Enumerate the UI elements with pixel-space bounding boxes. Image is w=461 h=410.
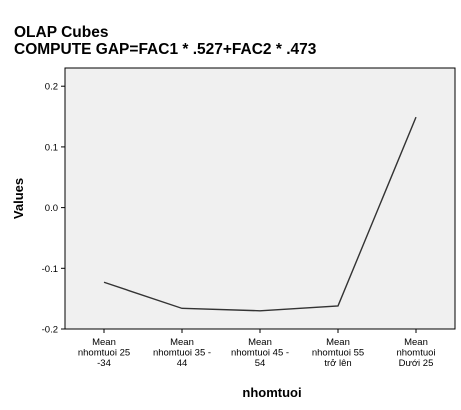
chart-subtitle: COMPUTE GAP=FAC1 * .527+FAC2 * .473 — [14, 41, 317, 58]
y-axis-label: Values — [11, 178, 26, 219]
y-axis: -0.2 -0.1 0.0 0.1 0.2 — [42, 82, 65, 336]
x-tick-label: Mean nhomtuoi 45 -54 — [231, 337, 289, 369]
x-tick-label: Mean nhomtuoi 25 -34 — [78, 337, 130, 369]
x-tick-label: Mean nhomtuoi 35 -44 — [153, 337, 211, 369]
series-group — [103, 116, 417, 312]
y-tick-label: 0.1 — [45, 142, 58, 153]
y-tick-label: 0.0 — [45, 203, 58, 214]
y-tick-label: -0.2 — [42, 325, 58, 336]
y-tick-label: 0.2 — [45, 82, 58, 93]
y-tick-label: -0.1 — [42, 264, 58, 275]
plot-area — [64, 67, 456, 330]
x-tick-label: Mean nhomtuoi 55 trở lên — [312, 337, 364, 369]
chart-title: OLAP Cubes — [14, 24, 109, 41]
x-tick-label: Mean nhomtuoi Dưới 25 — [396, 337, 435, 369]
x-axis: Mean nhomtuoi 25 -34 Mean nhomtuoi 35 -44 Mea… — [78, 329, 436, 369]
x-axis-label: nhomtuoi — [242, 385, 301, 400]
